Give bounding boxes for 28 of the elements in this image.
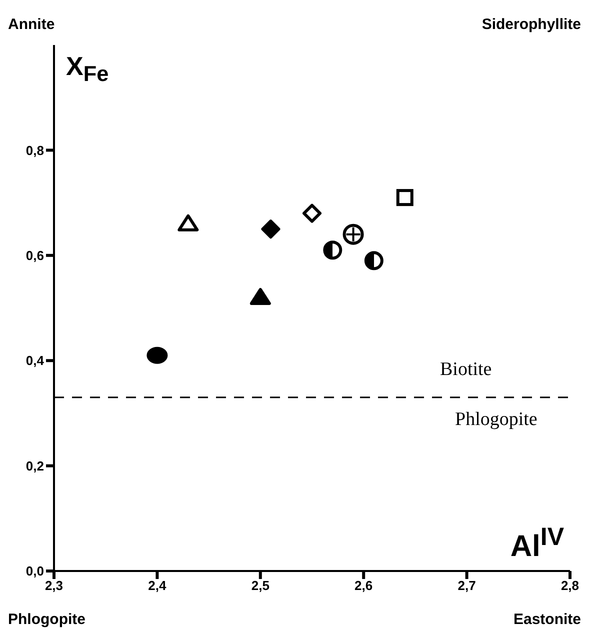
text: Phlogopite — [8, 611, 86, 628]
x-axis-title: Al$^{IV}$ — [510, 523, 564, 564]
y-tick-label: 0,0 — [26, 564, 44, 579]
point — [302, 204, 322, 223]
text: Annite — [8, 16, 55, 33]
text: Siderophyllite — [482, 16, 581, 33]
x-tick-label: 2,3 — [44, 578, 64, 594]
point — [342, 224, 364, 245]
y-axis-title: X$_{Fe}$ — [66, 51, 109, 88]
y-tick-label: 0,6 — [26, 248, 44, 264]
point — [323, 240, 342, 260]
x-tick-label: 2,4 — [148, 578, 168, 594]
point — [261, 220, 280, 239]
x-tick-label: 2,8 — [560, 578, 580, 594]
annotation: Biotite — [440, 359, 492, 382]
point — [178, 214, 199, 232]
x-tick-label: 2,6 — [354, 578, 373, 594]
point — [146, 346, 168, 364]
annotation: Phlogopite — [455, 409, 538, 432]
point — [250, 288, 271, 305]
text: Eastonite — [513, 611, 581, 628]
y-tick-label: 0,2 — [26, 458, 44, 474]
y-tick-label: 0,4 — [26, 353, 45, 368]
x-tick-label: 2,5 — [251, 578, 270, 594]
x-tick-label: 2,7 — [458, 578, 476, 594]
point — [396, 189, 414, 206]
point — [364, 251, 384, 270]
y-tick-label: 0,8 — [26, 142, 44, 158]
